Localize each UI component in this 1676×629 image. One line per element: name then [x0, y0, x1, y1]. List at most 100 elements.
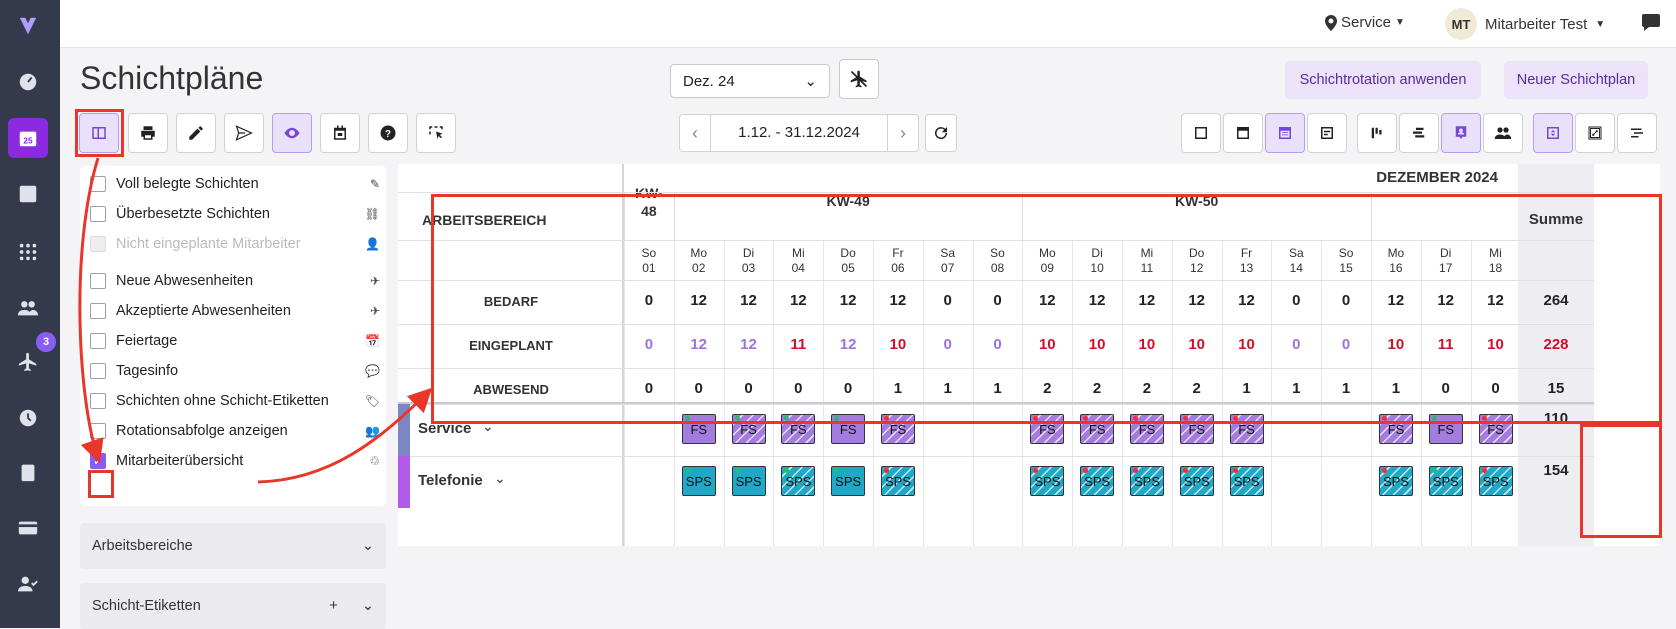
shift-badge[interactable]: FS: [1030, 414, 1065, 444]
row-label-eingeplant: EINGEPLANT: [469, 338, 553, 353]
date-range[interactable]: 1.12. - 31.12.2024: [710, 115, 888, 151]
shift-badge[interactable]: FS: [1428, 414, 1463, 444]
svg-text:25: 25: [23, 137, 33, 146]
shift-badge[interactable]: SPS: [881, 466, 915, 496]
align-top-button[interactable]: [1357, 113, 1397, 153]
send-button[interactable]: [224, 113, 264, 153]
chevron-down-icon[interactable]: ⌄: [482, 418, 494, 434]
chevron-left-icon[interactable]: ‹: [692, 122, 698, 143]
filter-option[interactable]: Voll belegte Schichten ✎: [90, 174, 380, 194]
clock-icon[interactable]: [8, 398, 48, 438]
shift-badge[interactable]: SPS: [781, 466, 816, 496]
filter-option[interactable]: Tagesinfo 💬: [90, 361, 380, 381]
user-menu[interactable]: MT Mitarbeiter Test ▼: [1445, 8, 1605, 40]
shift-badge[interactable]: FS: [1229, 414, 1264, 444]
shift-badge[interactable]: SPS: [1080, 466, 1115, 496]
dashboard-icon[interactable]: [8, 62, 48, 102]
shift-badge[interactable]: SPS: [1130, 466, 1164, 496]
shift-badge[interactable]: SPS: [1229, 466, 1264, 496]
shift-badge[interactable]: FS: [1130, 414, 1164, 444]
view-month-button[interactable]: [1265, 113, 1305, 153]
shift-badge[interactable]: SPS: [1379, 466, 1413, 496]
shift-badge[interactable]: FS: [1379, 414, 1413, 444]
filter-checkbox[interactable]: [90, 423, 106, 439]
employee-view-button[interactable]: [1441, 113, 1481, 153]
accordion-areas[interactable]: Arbeitsbereiche ⌄: [80, 523, 386, 569]
chat-icon[interactable]: [1640, 12, 1662, 32]
view-single-button[interactable]: [1181, 113, 1221, 153]
sidebar-toggle-button[interactable]: [79, 113, 119, 153]
filter-checkbox[interactable]: [90, 176, 106, 192]
apply-rotation-button[interactable]: Schichtrotation anwenden: [1285, 61, 1481, 99]
filter-checkbox[interactable]: [90, 206, 106, 222]
filter-option[interactable]: Überbesetzte Schichten ⛓: [90, 204, 380, 224]
shift-badge[interactable]: FS: [1478, 414, 1513, 444]
cell-value: 12: [1188, 292, 1206, 309]
filter-checkbox[interactable]: [90, 333, 106, 349]
filter-checkbox[interactable]: ✓: [90, 453, 106, 469]
align-center-button[interactable]: [1399, 113, 1439, 153]
absence-toggle-button[interactable]: [839, 59, 879, 99]
shift-badge[interactable]: FS: [731, 414, 766, 444]
shift-badge[interactable]: SPS: [1030, 466, 1065, 496]
chevron-down-icon[interactable]: ⌄: [361, 598, 374, 614]
area-name[interactable]: Telefonie: [418, 472, 483, 489]
day-header: Di 03: [724, 246, 774, 276]
print-button[interactable]: [128, 113, 168, 153]
contact-card-icon[interactable]: [8, 174, 48, 214]
absence-plane-icon[interactable]: [8, 342, 48, 382]
month-select[interactable]: Dez. 24 ⌄: [670, 64, 830, 98]
shift-badge[interactable]: FS: [881, 414, 915, 444]
location-selector[interactable]: Service ▼: [1325, 14, 1405, 31]
fit-height-button[interactable]: [1533, 113, 1573, 153]
shift-badge[interactable]: FS: [681, 414, 716, 444]
filter-option[interactable]: Schichten ohne Schicht-Etiketten 🏷: [90, 391, 380, 411]
apps-grid-icon[interactable]: [8, 232, 48, 272]
shift-badge[interactable]: FS: [1080, 414, 1115, 444]
shift-badge[interactable]: SPS: [831, 466, 866, 496]
view-week-button[interactable]: [1223, 113, 1263, 153]
select-button[interactable]: [416, 113, 456, 153]
filter-option[interactable]: Neue Abwesenheiten ✈: [90, 271, 380, 291]
filter-checkbox[interactable]: [90, 363, 106, 379]
cell-value: 0: [843, 380, 853, 397]
calendar-button[interactable]: [320, 113, 360, 153]
chevron-down-icon[interactable]: ⌄: [494, 470, 506, 486]
chevron-right-icon[interactable]: ›: [900, 122, 906, 143]
filter-option[interactable]: Feiertage 📅: [90, 331, 380, 351]
team-icon[interactable]: [8, 288, 48, 328]
shift-badge[interactable]: SPS: [1478, 466, 1513, 496]
view-list-button[interactable]: [1307, 113, 1347, 153]
filter-option[interactable]: Rotationsabfolge anzeigen 👥: [90, 421, 380, 441]
shift-badge[interactable]: SPS: [731, 466, 766, 496]
filter-checkbox[interactable]: [90, 273, 106, 289]
plus-icon[interactable]: +: [329, 598, 338, 614]
shift-badge[interactable]: SPS: [1179, 466, 1214, 496]
calendar-icon[interactable]: 25: [8, 118, 48, 158]
day-number: 05: [841, 261, 855, 275]
filter-checkbox[interactable]: [90, 393, 106, 409]
area-name[interactable]: Service: [418, 420, 472, 437]
shift-badge[interactable]: SPS: [1428, 466, 1463, 496]
filter-option[interactable]: ✓ Mitarbeiterübersicht ♲: [90, 451, 380, 471]
group-view-button[interactable]: [1483, 113, 1523, 153]
user-check-icon[interactable]: [8, 564, 48, 604]
accordion-tags[interactable]: Schicht-Etiketten + ⌄: [80, 583, 386, 629]
shift-badge[interactable]: FS: [1179, 414, 1214, 444]
align-left-button[interactable]: [1617, 113, 1657, 153]
filter-checkbox[interactable]: [90, 303, 106, 319]
help-button[interactable]: ?: [368, 113, 408, 153]
visibility-button[interactable]: [272, 113, 312, 153]
refresh-button[interactable]: [925, 114, 957, 152]
expand-button[interactable]: [1575, 113, 1615, 153]
edit-button[interactable]: [176, 113, 216, 153]
refresh-icon: [935, 127, 948, 140]
shift-badge[interactable]: SPS: [681, 466, 716, 496]
new-schedule-button[interactable]: Neuer Schichtplan: [1504, 61, 1648, 99]
clipboard-icon[interactable]: [8, 452, 48, 492]
filter-option[interactable]: Akzeptierte Abwesenheiten ✈: [90, 301, 380, 321]
shift-badge[interactable]: FS: [831, 414, 866, 444]
payment-card-icon[interactable]: [8, 508, 48, 548]
shift-badge[interactable]: FS: [781, 414, 816, 444]
logo-icon[interactable]: [8, 6, 48, 46]
